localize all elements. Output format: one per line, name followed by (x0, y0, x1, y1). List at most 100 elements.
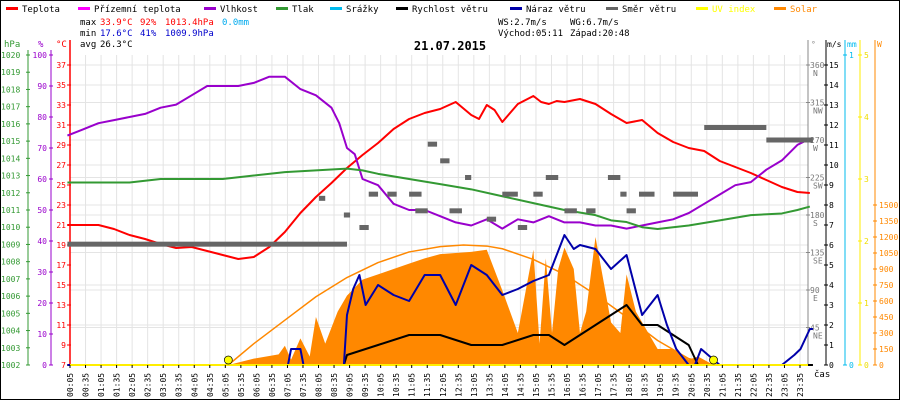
stat-ws: WS:2.7m/s (498, 18, 547, 28)
pressure-tick-label-11: 1013 (1, 172, 20, 181)
uv-tick-label-1: 1 (864, 299, 869, 308)
pressure-tick-label-17: 1019 (1, 68, 20, 77)
x-tick-label-43: 21:35 (734, 373, 743, 397)
wind-tick-label-4: 4 (829, 281, 834, 290)
wind-tick-label-13: 13 (829, 101, 839, 110)
wind-dir-mark-10 (449, 208, 462, 214)
solar-tick-label-9: 1350 (879, 217, 898, 226)
wind-tick-label-7: 7 (829, 221, 834, 230)
x-tick-label-0: 00:05 (66, 373, 75, 397)
x-tick-label-23: 11:35 (423, 373, 432, 397)
wind-tick-label-15: 15 (829, 61, 839, 70)
x-tick-label-40: 20:05 (687, 373, 696, 397)
legend-swatch-4 (330, 7, 342, 10)
x-tick-label-28: 14:05 (501, 373, 510, 397)
wind-dir-mark-9 (440, 158, 450, 164)
sunrise-marker (223, 355, 233, 365)
x-tick-label-13: 06:35 (268, 373, 277, 397)
stat-min-press: 1009.9hPa (165, 29, 214, 39)
stat-max-rain: 0.0mm (222, 18, 249, 28)
wind-tick-label-6: 6 (829, 241, 834, 250)
stat-max-press: 1013.4hPa (165, 18, 214, 28)
uv-tick-label-2: 2 (864, 237, 869, 246)
legend-label-7: Směr větru (622, 5, 676, 15)
temp-tick-label-4: 15 (56, 281, 66, 290)
dir-tick-label-5: 270 (810, 136, 825, 145)
wind-tick-label-9: 9 (829, 181, 834, 190)
series-rychlost-větru (67, 304, 813, 366)
pressure-tick-label-1: 1003 (1, 344, 20, 353)
wind-dir-mark-11 (465, 175, 472, 180)
x-tick-label-8: 04:05 (190, 373, 199, 397)
legend-label-1: Přízemní teplota (94, 5, 181, 15)
uv-tick-label-4: 4 (864, 113, 869, 122)
wind-tick-label-10: 10 (829, 161, 839, 170)
wind-tick-label-8: 8 (829, 201, 834, 210)
humidity-tick-label-10: 100 (33, 51, 48, 60)
legend-swatch-5 (396, 7, 408, 10)
x-tick-label-11: 05:35 (237, 373, 246, 397)
dir-tick-compass-0: NE (813, 332, 823, 341)
stat-min-temp: 17.6°C (100, 29, 133, 39)
humidity-tick-label-5: 50 (37, 206, 47, 215)
dir-tick-label-4: 225 (810, 174, 825, 183)
pressure-tick-label-18: 1020 (1, 51, 20, 60)
x-tick-label-25: 12:35 (454, 373, 463, 397)
legend-label-3: Tlak (292, 5, 314, 15)
stat-sunset: Západ:20:48 (570, 29, 630, 39)
x-tick-label-15: 07:35 (299, 373, 308, 397)
sunset-marker (709, 355, 718, 365)
wind-tick-label-1: 1 (829, 341, 834, 350)
chart-title: 21.07.2015 (414, 39, 486, 53)
humidity-tick-label-1: 10 (37, 330, 47, 339)
wind-dir-mark-12 (486, 216, 497, 222)
dir-tick-compass-2: SE (813, 257, 823, 266)
solar-tick-label-4: 600 (879, 297, 894, 306)
axis-solar-unit: W (877, 40, 882, 49)
wind-dir-mark-6 (409, 191, 422, 197)
wind-dir-mark-4 (368, 191, 379, 197)
x-tick-label-6: 03:05 (159, 373, 168, 397)
temp-tick-label-9: 25 (56, 181, 66, 190)
wind-dir-mark-1 (319, 195, 326, 201)
dir-tick-compass-7: N (813, 69, 818, 78)
x-tick-label-14: 07:05 (283, 373, 292, 397)
pressure-tick-label-12: 1014 (1, 154, 20, 163)
x-tick-label-16: 08:05 (315, 373, 324, 397)
temp-tick-label-0: 7 (61, 361, 66, 370)
solar-tick-label-3: 450 (879, 313, 894, 322)
temp-tick-label-7: 21 (56, 221, 66, 230)
stat-min-hum: 41% (140, 29, 157, 39)
x-tick-label-31: 15:35 (547, 373, 556, 397)
pressure-tick-label-15: 1017 (1, 103, 20, 112)
x-tick-label-2: 01:05 (97, 373, 106, 397)
uv-tick-label-0: 0 (864, 361, 869, 370)
humidity-tick-label-4: 40 (37, 237, 47, 246)
x-tick-label-45: 22:35 (765, 373, 774, 397)
wind-dir-mark-14 (517, 225, 528, 230)
stat-max-label: max (80, 18, 97, 28)
axis-temperature-unit: °C (56, 40, 67, 50)
dir-tick-label-6: 315 (810, 99, 825, 108)
wind-dir-mark-22 (638, 191, 655, 197)
x-tick-label-37: 18:35 (641, 373, 650, 397)
dir-tick-label-0: 45 (810, 324, 820, 333)
legend-label-5: Rychlost větru (412, 5, 488, 15)
x-tick-label-17: 08:35 (330, 373, 339, 397)
x-tick-label-44: 22:05 (749, 373, 758, 397)
solar-tick-label-10: 1500 (879, 201, 898, 210)
legend-swatch-0 (6, 7, 18, 10)
pressure-tick-label-7: 1009 (1, 240, 20, 249)
pressure-tick-label-2: 1004 (1, 327, 20, 336)
axis-direction-unit: ° (811, 40, 816, 49)
legend-label-9: Solar (790, 5, 818, 15)
wind-dir-mark-19 (607, 175, 621, 180)
legend-swatch-1 (78, 7, 90, 10)
humidity-tick-label-3: 30 (37, 268, 47, 277)
rain-tick-label-0: 0 (849, 361, 854, 370)
x-tick-label-21: 10:35 (392, 373, 401, 397)
x-tick-label-3: 01:35 (113, 373, 122, 397)
pressure-tick-label-0: 1002 (1, 361, 20, 370)
dir-tick-label-3: 180 (810, 211, 825, 220)
